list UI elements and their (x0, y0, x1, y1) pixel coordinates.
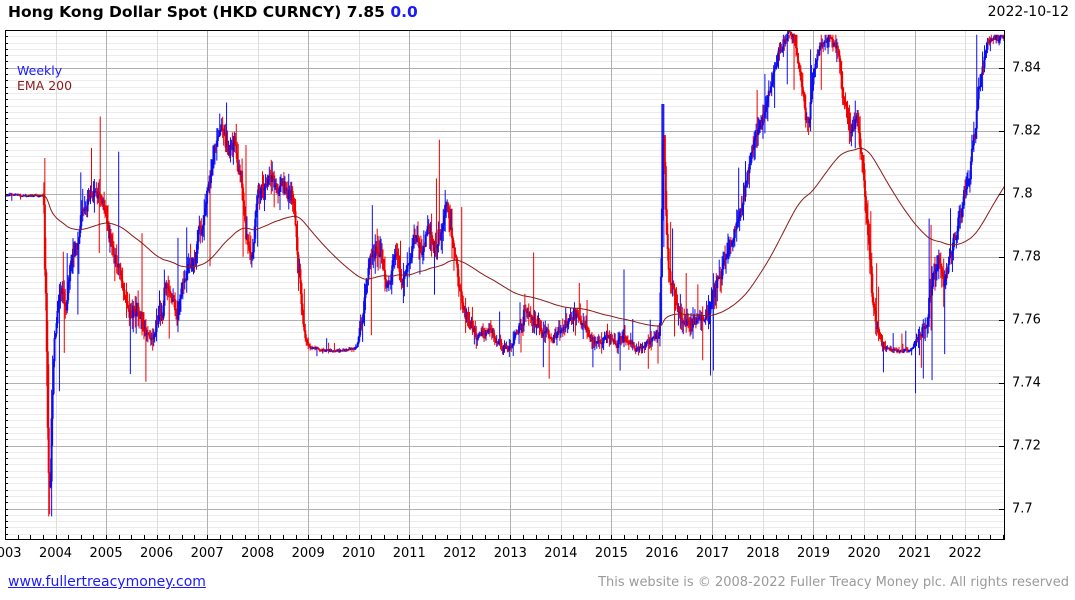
x-axis-tick-label: 2020 (847, 546, 881, 561)
x-axis-tick-label: 2008 (241, 546, 275, 561)
x-axis-tick-label: 2005 (89, 546, 123, 561)
y-axis-tick-label: 7.78 (1012, 249, 1041, 265)
chart-header: Hong Kong Dollar Spot (HKD CURNCY) 7.85 … (0, 0, 1075, 28)
x-axis-tick-label: 2013 (493, 546, 527, 561)
y-axis-tick-label: 7.7 (1012, 501, 1033, 517)
x-axis-tick-label: 2006 (140, 546, 174, 561)
price-chart-svg (5, 30, 1005, 540)
x-axis-labels: 2003 2004 2005 2006 2007 2008 2009 2010 2011 2012… (0, 546, 1075, 566)
last-price: 7.85 (346, 3, 385, 21)
y-axis-labels: 7.84 7.82 7.8 7.78 7.76 7.74 7.72 7.7 (1012, 30, 1074, 540)
x-axis-tick-label: 2015 (594, 546, 628, 561)
x-axis-tick-label: 2016 (645, 546, 679, 561)
chart-footer: www.fullertreacymoney.com This website i… (0, 574, 1075, 600)
x-axis-tick-label: 2003 (0, 546, 22, 561)
website-link[interactable]: www.fullertreacymoney.com (8, 574, 206, 590)
instrument-name: Hong Kong Dollar Spot (HKD CURNCY) (8, 3, 342, 21)
plot-area: Weekly EMA 200 (5, 30, 1005, 540)
y-axis-tick-label: 7.76 (1012, 312, 1041, 328)
y-axis-tick-label: 7.82 (1012, 123, 1041, 139)
x-axis-tick-label: 2007 (190, 546, 224, 561)
y-axis-ticks (5, 36, 1005, 535)
major-horizontal-gridlines (5, 68, 1005, 510)
x-axis-tick-label: 2014 (544, 546, 578, 561)
x-axis-tick-label: 2009 (291, 546, 325, 561)
x-axis-tick-label: 2021 (898, 546, 932, 561)
x-axis-tick-label: 2011 (392, 546, 426, 561)
x-axis-ticks (18, 535, 1004, 540)
x-axis-tick-label: 2004 (38, 546, 73, 561)
x-axis-tick-label: 2012 (443, 546, 477, 561)
copyright-text: This website is © 2008-2022 Fuller Treac… (598, 575, 1069, 590)
y-axis-tick-label: 7.74 (1012, 375, 1041, 391)
candlestick-series (5, 30, 1005, 517)
x-axis-tick-label: 2010 (342, 546, 376, 561)
x-axis-tick-label: 2017 (695, 546, 729, 561)
y-axis-tick-label: 7.72 (1012, 438, 1041, 454)
x-axis-tick-label: 2018 (746, 546, 780, 561)
plot-frame (5, 30, 1005, 540)
x-axis-tick-label: 2019 (796, 546, 831, 561)
x-axis-tick-label: 2022 (948, 546, 982, 561)
page-title: Hong Kong Dollar Spot (HKD CURNCY) 7.85 … (8, 3, 418, 21)
plot-background (5, 30, 1005, 540)
y-axis-tick-label: 7.8 (1012, 186, 1033, 202)
ema-200-line (28, 147, 1005, 327)
price-change: 0.0 (390, 3, 418, 21)
as-of-date: 2022-10-12 (987, 4, 1069, 20)
y-axis-tick-label: 7.84 (1012, 60, 1041, 76)
major-vertical-gridlines (106, 30, 916, 540)
